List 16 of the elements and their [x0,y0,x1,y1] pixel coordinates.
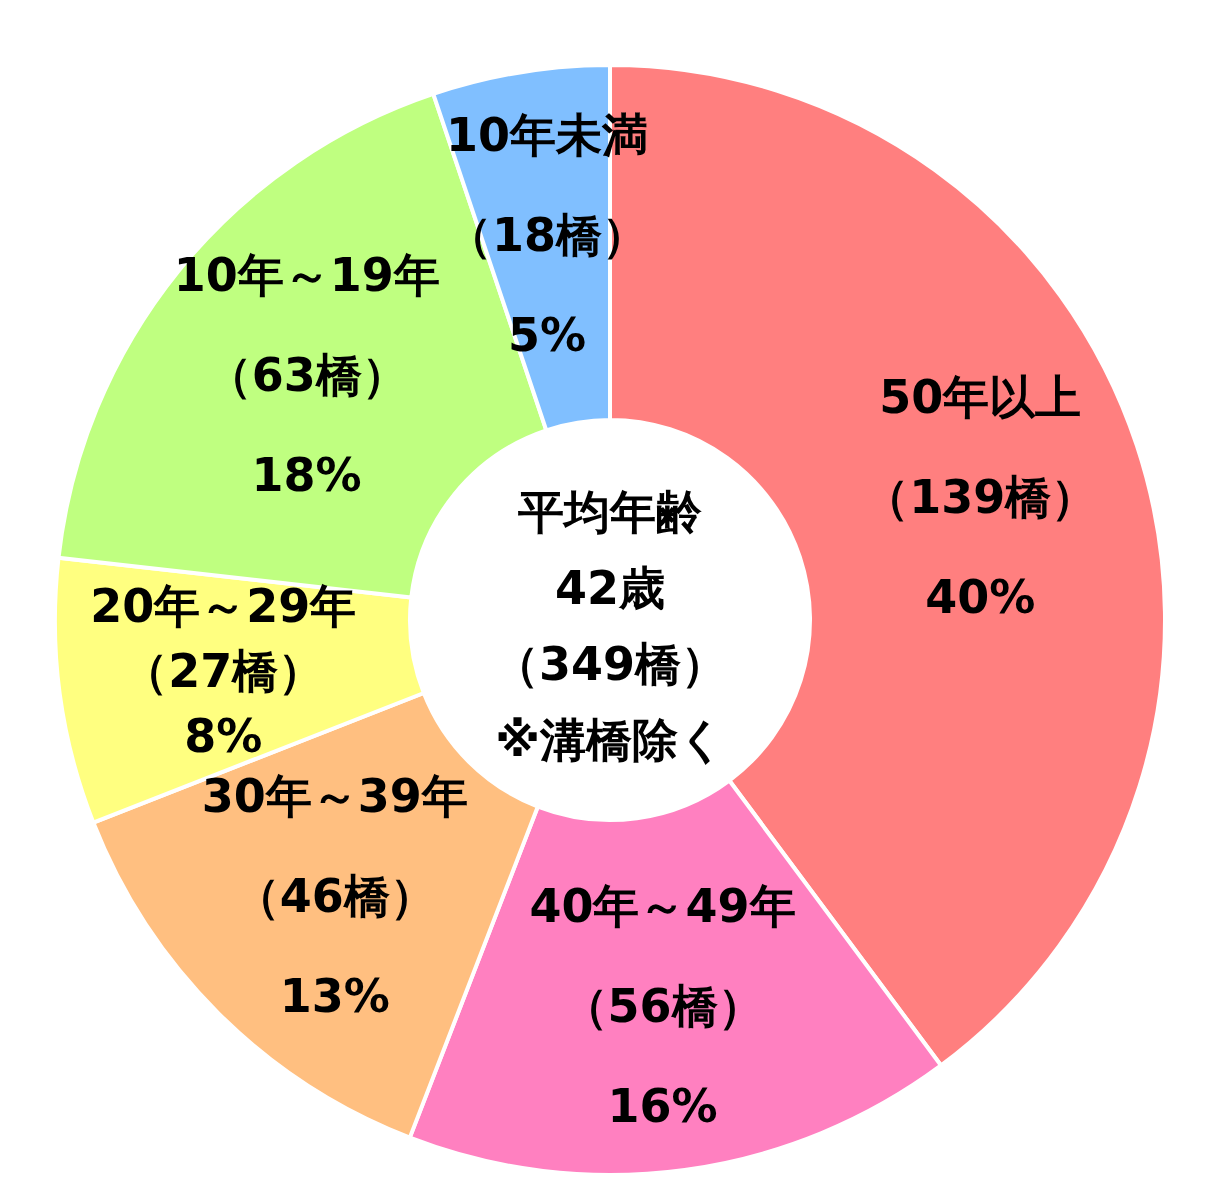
text: 42歳 [554,561,666,615]
text: （349橋） [492,637,728,691]
data-label: （27橋） 8% [122,643,325,763]
slice-label: 10年未満 [446,108,649,163]
slice-label: 40年～49年 [529,879,796,934]
text: 平均年齢 [518,485,702,539]
slice-label: 50年以上 [879,370,1082,425]
data-label: （63橋） 18% [205,347,408,502]
data-label: （139橋） 40% [863,470,1098,625]
data-label: （56橋） 16% [561,979,764,1134]
slice-label: 10年～19年 [173,247,440,302]
data-label: （46橋） 13% [233,869,436,1024]
slice-label: 20年～29年 [90,578,357,633]
text: ※溝橋除く [495,713,725,767]
data-label: （18橋） 5% [446,208,649,363]
slice-label: 30年～39年 [201,769,468,824]
